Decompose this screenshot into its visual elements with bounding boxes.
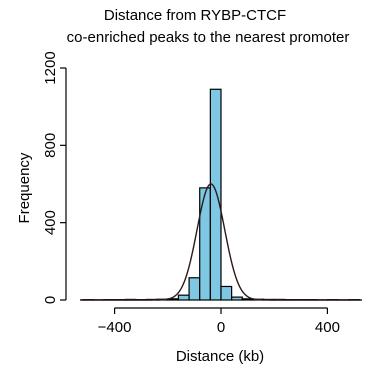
y-tick-label: 0 (42, 296, 59, 304)
x-tick-label: 0 (217, 319, 225, 336)
histogram-bars (82, 88, 360, 301)
histogram-bar (188, 277, 201, 301)
histogram-bar (231, 296, 243, 301)
chart-title-line-2: co-enriched peaks to the nearest promote… (67, 29, 350, 46)
normal-fit-curve (80, 183, 362, 301)
histogram-bar (199, 187, 211, 301)
x-tick-label: 400 (315, 319, 340, 336)
histogram-bar (220, 285, 233, 301)
x-axis-label: Distance (kb) (176, 348, 264, 365)
chart-title-line-1: Distance from RYBP-CTCF (104, 7, 286, 24)
y-axis-label: Frequency (16, 152, 33, 223)
y-tick-label: 800 (42, 133, 59, 158)
x-tick-label: −400 (98, 319, 132, 336)
y-tick-label: 1200 (42, 51, 59, 84)
y-tick-label: 400 (42, 210, 59, 235)
histogram-bar (177, 294, 190, 301)
histogram-bar (209, 88, 222, 301)
axes: 0 400 800 1200 −400 0 400 (42, 51, 340, 336)
